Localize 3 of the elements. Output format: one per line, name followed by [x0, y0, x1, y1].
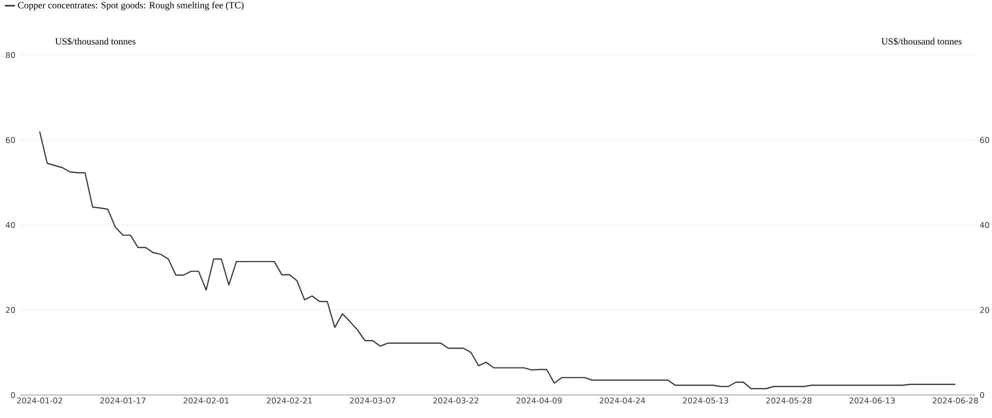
legend-label: Copper concentrates: Spot goods: Rough smelting fee (TC) — [18, 2, 244, 10]
y2-axis-title: US$/thousand tonnes — [881, 38, 962, 46]
y-axis-title: US$/thousand tonnes — [55, 38, 136, 46]
